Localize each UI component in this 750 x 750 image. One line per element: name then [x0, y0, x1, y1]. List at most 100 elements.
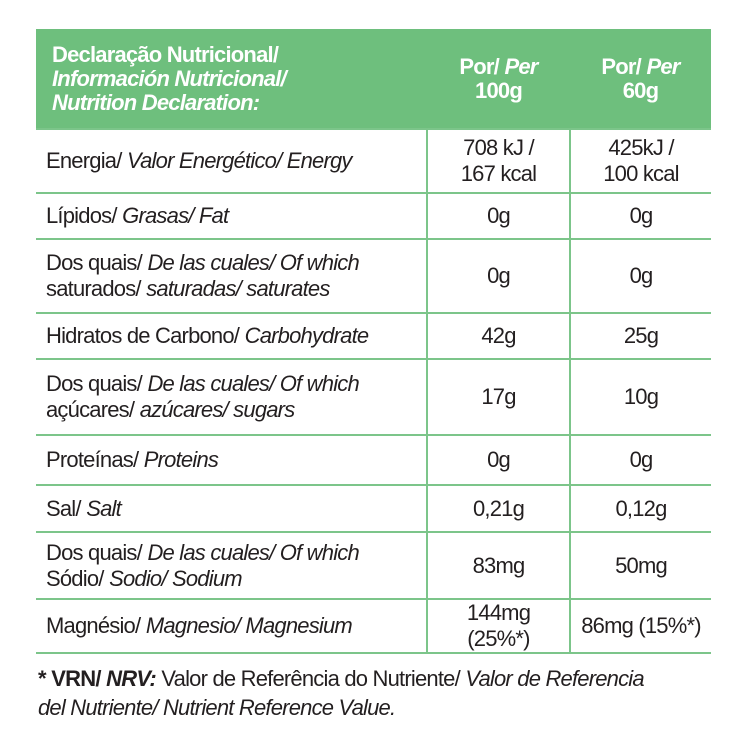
text-segment: 0,21g: [472, 495, 525, 521]
value-cell: 144mg (25%*): [426, 599, 570, 654]
text-segment: 144mg (25%*): [466, 600, 531, 651]
table-row: Hidratos de Carbono/Carbohydrate 42g 25g: [36, 313, 711, 360]
text-segment: 0g: [629, 263, 654, 288]
text-line: 0,12g: [577, 496, 705, 522]
text-line: Declaração Nutricional/: [52, 41, 421, 67]
text-line: açúcares/azúcares/ sugars: [46, 397, 420, 423]
table-row: Dos quais/De las cuales/ Of which Sódio/S…: [36, 532, 711, 600]
text-line: 86mg (15%*): [577, 613, 705, 639]
text-segment: Per: [646, 53, 681, 79]
header-row: Declaração Nutricional/Información Nutri…: [36, 29, 711, 130]
text-segment: Proteins: [143, 447, 219, 472]
value-cell: 17g: [426, 359, 570, 436]
text-segment: 60g: [622, 77, 659, 103]
text-segment: Salt: [86, 495, 122, 521]
text-segment: Valor de Referencia: [465, 666, 644, 691]
text-segment: Sal/: [46, 495, 82, 521]
text-segment: Dos quais/: [46, 250, 143, 275]
text-segment: De las cuales/ Of which: [147, 539, 359, 565]
text-line: Magnésio/Magnesio/ Magnesium: [46, 613, 420, 639]
text-segment: 100g: [475, 77, 523, 103]
column-header: Por/Per 100g: [427, 29, 570, 130]
text-segment: açúcares/: [46, 397, 135, 422]
text-line: 60g: [576, 77, 705, 103]
table-body: Energia/Valor Energético/ Energy 708 kJ /…: [36, 129, 711, 654]
text-segment: 425kJ /: [608, 135, 674, 160]
text-segment: Valor Energético/ Energy: [127, 148, 352, 173]
text-line: 17g: [434, 384, 563, 410]
value-cell: 425kJ /100 kcal: [569, 129, 711, 194]
text-segment: Declaração Nutricional/: [52, 41, 279, 67]
table-row: Proteínas/Proteins 0g 0g: [36, 435, 711, 486]
text-segment: Carbohydrate: [244, 323, 370, 348]
text-line: Proteínas/Proteins: [46, 447, 420, 473]
text-line: 0,21g: [434, 496, 563, 522]
text-line: Nutrition Declaration:: [52, 90, 421, 115]
text-line: saturados/saturadas/ saturates: [46, 276, 420, 302]
value-cell: 0,21g: [426, 485, 570, 533]
text-segment: Hidratos de Carbono/: [46, 323, 240, 348]
value-cell: 0g: [426, 193, 570, 240]
text-segment: Dos quais/: [46, 539, 143, 565]
text-line: 167 kcal: [434, 161, 563, 187]
table-row: Energia/Valor Energético/ Energy 708 kJ /…: [36, 129, 711, 194]
text-line: Dos quais/De las cuales/ Of which: [46, 250, 420, 276]
text-segment: 167 kcal: [460, 161, 537, 186]
text-line: Por/Per: [576, 53, 705, 79]
nutrient-label: Magnésio/Magnesio/ Magnesium: [36, 599, 427, 654]
text-line: Lípidos/Grasas/ Fat: [46, 203, 420, 229]
table-title: Declaração Nutricional/Información Nutri…: [36, 29, 427, 130]
value-cell: 86mg (15%*): [569, 599, 711, 654]
text-segment: Sódio/: [46, 565, 104, 591]
text-segment: De las cuales/ Of which: [147, 371, 359, 396]
text-line: Sódio/Sodio/ Sodium: [46, 566, 420, 592]
nutrition-table-container: Declaração Nutricional/Información Nutri…: [36, 29, 711, 654]
text-line: 0g: [434, 263, 563, 289]
footnote: * VRN/NRV: Valor de Referência do Nutrient…: [38, 664, 718, 722]
text-segment: 708 kJ /: [463, 135, 534, 160]
text-segment: 0g: [629, 203, 654, 228]
text-line: 100g: [433, 77, 564, 103]
text-line: 42g: [434, 323, 563, 349]
value-cell: 0,12g: [569, 485, 711, 533]
text-line: 708 kJ /: [434, 135, 563, 161]
text-segment: *: [38, 666, 47, 691]
text-line: Dos quais/De las cuales/ Of which: [46, 371, 420, 397]
value-cell: 42g: [426, 313, 570, 360]
text-line: 50mg: [577, 553, 705, 579]
text-segment: Grasas/ Fat: [122, 203, 229, 228]
text-line: Por/Per: [433, 53, 564, 79]
text-segment: 10g: [623, 384, 659, 409]
nutrient-label: Dos quais/De las cuales/ Of which Sódio/S…: [36, 532, 427, 600]
text-segment: VRN/: [51, 666, 101, 691]
nutrient-label: Energia/Valor Energético/ Energy: [36, 129, 427, 194]
nutrient-label: Proteínas/Proteins: [36, 435, 427, 486]
text-segment: 0g: [487, 203, 511, 228]
text-segment: 25g: [623, 323, 659, 348]
text-segment: azúcares/ sugars: [139, 397, 296, 422]
value-cell: 83mg: [426, 532, 570, 600]
text-line: Hidratos de Carbono/Carbohydrate: [46, 323, 420, 349]
nutrient-label: Sal/Salt: [36, 485, 427, 533]
text-segment: Dos quais/: [46, 371, 143, 396]
nutrient-label: Lípidos/Grasas/ Fat: [36, 193, 427, 240]
text-line: 0g: [577, 263, 705, 289]
text-segment: 50mg: [615, 552, 668, 578]
text-line: 425kJ /: [577, 135, 705, 161]
table-row: Dos quais/De las cuales/ Of which saturad…: [36, 239, 711, 314]
nutrient-label: Dos quais/De las cuales/ Of which saturad…: [36, 239, 427, 314]
text-segment: Por/: [459, 53, 499, 79]
text-line: 25g: [577, 323, 705, 349]
text-segment: 0,12g: [615, 495, 667, 521]
text-line: 10g: [577, 384, 705, 410]
table-row: Sal/Salt 0,21g 0,12g: [36, 485, 711, 533]
value-cell: 0g: [426, 435, 570, 486]
text-line: 144mg (25%*): [434, 600, 563, 652]
nutrition-table: Declaração Nutricional/Información Nutri…: [36, 29, 711, 654]
value-cell: 0g: [569, 193, 711, 240]
text-segment: 0g: [487, 447, 511, 472]
value-cell: 25g: [569, 313, 711, 360]
text-segment: Proteínas/: [46, 447, 139, 472]
text-segment: 42g: [481, 323, 516, 348]
